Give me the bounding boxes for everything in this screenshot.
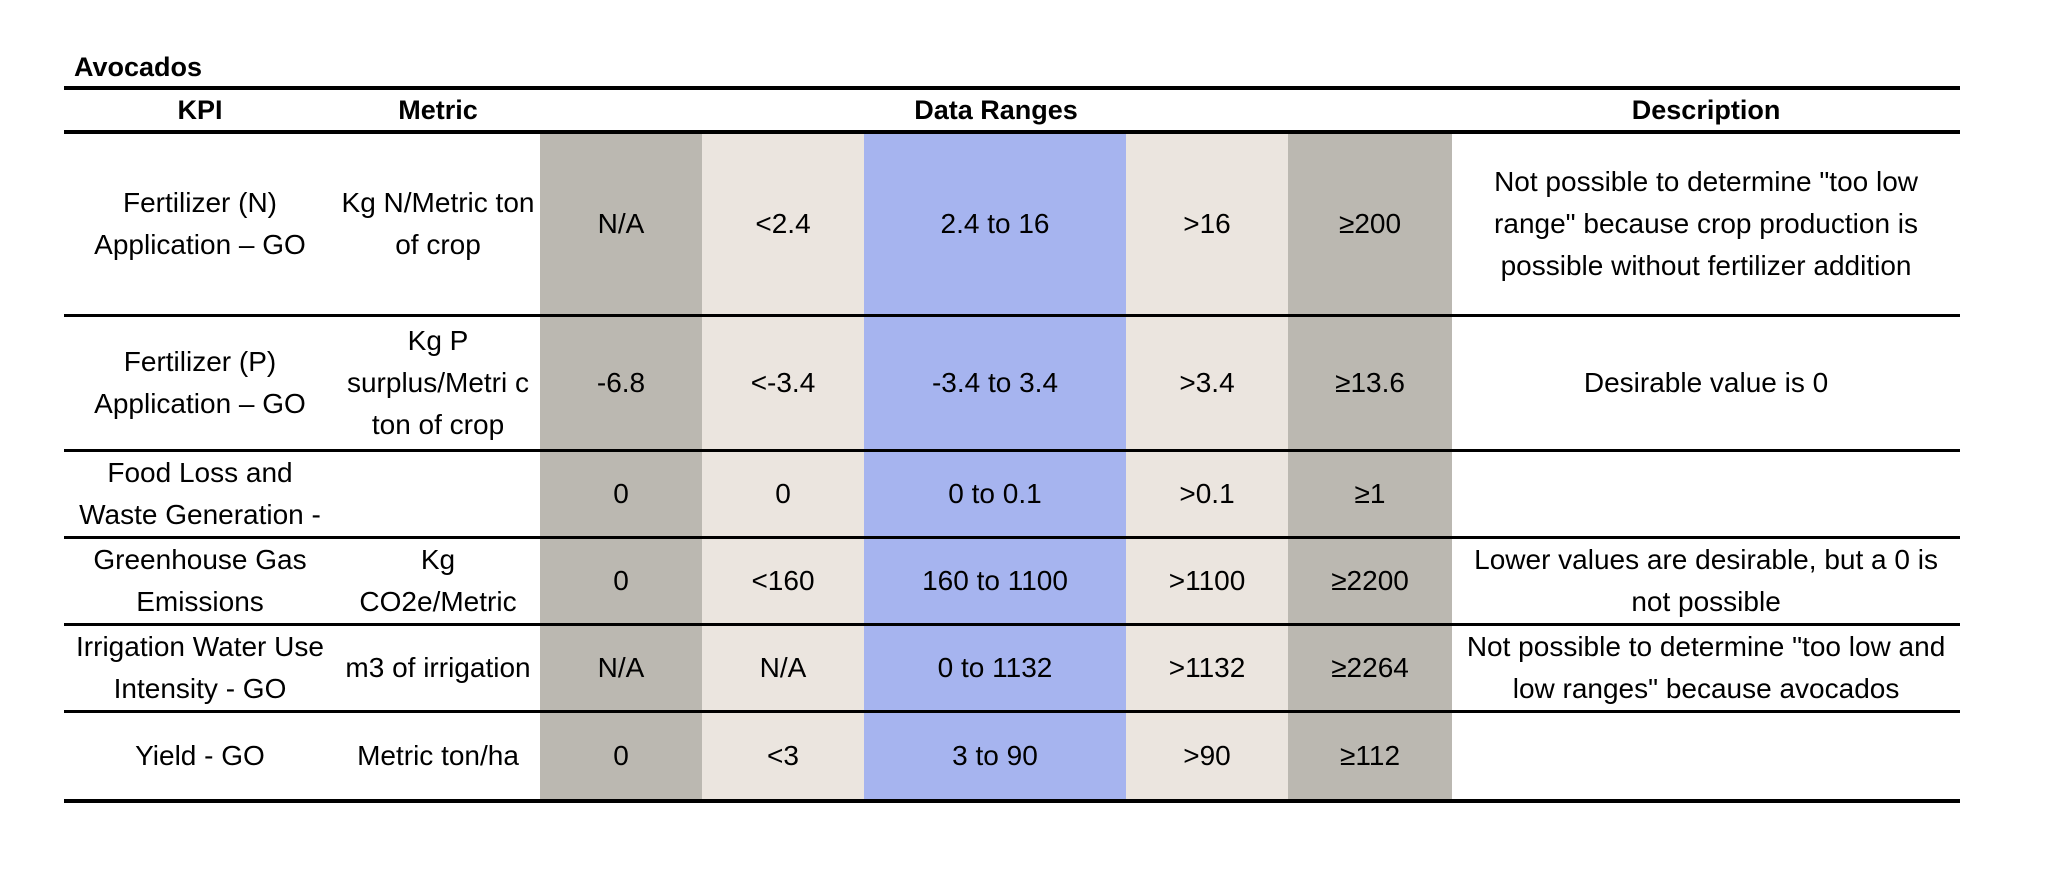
description-text: Lower values are desirable, but a 0 is n… — [1474, 544, 1938, 617]
header-row: KPI Metric Data Ranges Description — [64, 86, 1961, 134]
metric-text: Kg CO2e/Metric — [359, 544, 517, 617]
range-cell-high: >1132 — [1126, 624, 1288, 713]
range-cell-low: <2.4 — [702, 132, 864, 317]
header-data-ranges: Data Ranges — [540, 86, 1453, 134]
description-cell: Lower values are desirable, but a 0 is n… — [1452, 537, 1961, 626]
range-cell-outer-high: ≥2264 — [1288, 624, 1453, 713]
description-cell — [1452, 450, 1961, 539]
range-cell-high: >3.4 — [1126, 315, 1288, 452]
range-cell-high: >16 — [1126, 132, 1288, 317]
range-cell-outer-high: ≥13.6 — [1288, 315, 1453, 452]
metric-cell — [336, 450, 540, 539]
description-cell: Not possible to determine "too low range… — [1452, 132, 1961, 317]
metric-cell: Metric ton/ha — [336, 711, 540, 803]
range-cell-target: 2.4 to 16 — [864, 132, 1126, 317]
range-cell-outer-low: 0 — [540, 450, 702, 539]
kpi-cell: Food Loss and Waste Generation - — [64, 450, 336, 539]
table-row: Irrigation Water Use Intensity - GO m3 o… — [64, 624, 1961, 713]
range-cell-low: N/A — [702, 624, 864, 713]
table-row: Yield - GO Metric ton/ha 0 <3 3 to 90 >9… — [64, 711, 1961, 803]
range-cell-low: <3 — [702, 711, 864, 803]
kpi-text: Irrigation Water Use Intensity - GO — [76, 631, 324, 704]
description-cell: Not possible to determine "too low and l… — [1452, 624, 1961, 713]
header-metric: Metric — [336, 86, 540, 134]
range-cell-target: 0 to 1132 — [864, 624, 1126, 713]
range-cell-target: 0 to 0.1 — [864, 450, 1126, 539]
kpi-cell: Irrigation Water Use Intensity - GO — [64, 624, 336, 713]
kpi-text: Greenhouse Gas Emissions — [93, 544, 307, 617]
range-cell-low: <-3.4 — [702, 315, 864, 452]
range-cell-outer-high: ≥2200 — [1288, 537, 1453, 626]
kpi-cell: Yield - GO — [64, 711, 336, 803]
range-cell-low: 0 — [702, 450, 864, 539]
header-description: Description — [1452, 86, 1961, 134]
range-cell-outer-low: N/A — [540, 624, 702, 713]
metric-cell: Kg P surplus/Metri c ton of crop — [336, 315, 540, 452]
range-cell-outer-high: ≥112 — [1288, 711, 1453, 803]
description-cell: Desirable value is 0 — [1452, 315, 1961, 452]
table-title: Avocados — [74, 52, 203, 82]
metric-cell: m3 of irrigation — [336, 624, 540, 713]
description-text: Not possible to determine "too low and l… — [1466, 631, 1946, 704]
table-row: Fertilizer (P) Application – GO Kg P sur… — [64, 315, 1961, 452]
kpi-cell: Greenhouse Gas Emissions — [64, 537, 336, 626]
range-cell-target: 160 to 1100 — [864, 537, 1126, 626]
range-cell-outer-low: -6.8 — [540, 315, 702, 452]
range-cell-outer-low: N/A — [540, 132, 702, 317]
kpi-sheet: Avocados KPI Metric Data Ranges Descript… — [64, 48, 1961, 803]
header-kpi: KPI — [64, 86, 336, 134]
range-cell-outer-low: 0 — [540, 711, 702, 803]
range-cell-outer-high: ≥200 — [1288, 132, 1453, 317]
range-cell-target: -3.4 to 3.4 — [864, 315, 1126, 452]
table-row: Greenhouse Gas Emissions Kg CO2e/Metric … — [64, 537, 1961, 626]
description-cell — [1452, 711, 1961, 803]
range-cell-high: >1100 — [1126, 537, 1288, 626]
metric-text: m3 of irrigation — [345, 652, 531, 683]
range-cell-target: 3 to 90 — [864, 711, 1126, 803]
kpi-text: Food Loss and Waste Generation - — [79, 457, 321, 530]
metric-cell: Kg CO2e/Metric — [336, 537, 540, 626]
range-cell-high: >90 — [1126, 711, 1288, 803]
range-cell-outer-high: ≥1 — [1288, 450, 1453, 539]
range-cell-low: <160 — [702, 537, 864, 626]
table-row: Fertilizer (N) Application – GO Kg N/Met… — [64, 132, 1961, 317]
range-cell-outer-low: 0 — [540, 537, 702, 626]
kpi-cell: Fertilizer (N) Application – GO — [64, 132, 336, 317]
range-cell-high: >0.1 — [1126, 450, 1288, 539]
metric-cell: Kg N/Metric ton of crop — [336, 132, 540, 317]
kpi-table: KPI Metric Data Ranges Description Ferti… — [64, 86, 1961, 803]
table-row: Food Loss and Waste Generation - 0 0 0 t… — [64, 450, 1961, 539]
kpi-cell: Fertilizer (P) Application – GO — [64, 315, 336, 452]
